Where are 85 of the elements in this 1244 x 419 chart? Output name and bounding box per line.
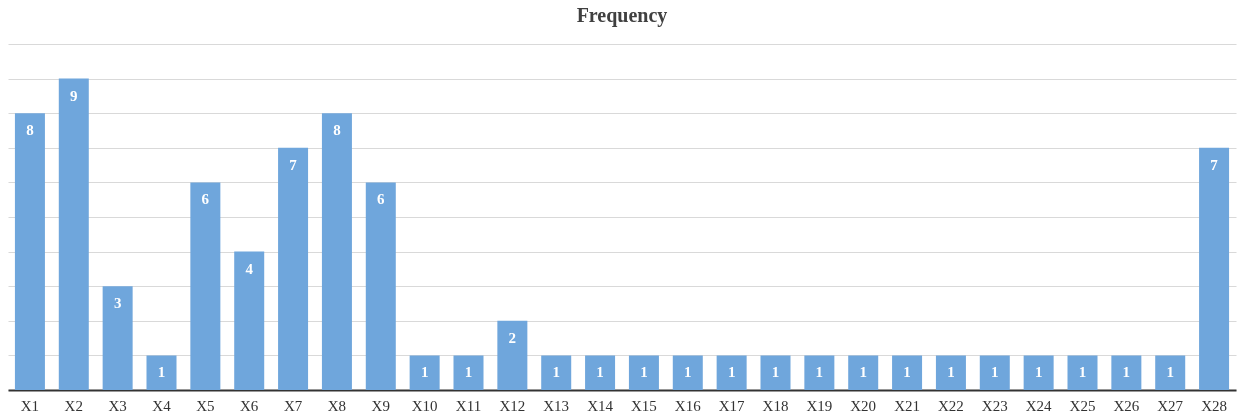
bar xyxy=(1199,147,1230,390)
data-label: 1 xyxy=(157,364,166,381)
x-tick-label: X26 xyxy=(1113,397,1140,414)
bar xyxy=(935,355,966,390)
data-label: 1 xyxy=(552,364,560,381)
x-tick-label: X13 xyxy=(543,397,570,414)
bar xyxy=(716,355,747,390)
data-label: 3 xyxy=(113,295,122,312)
bar xyxy=(1155,355,1186,390)
data-label: 1 xyxy=(947,364,955,381)
x-tick-label: X18 xyxy=(762,397,789,414)
bar xyxy=(541,355,572,390)
bar xyxy=(848,355,879,390)
data-label: 1 xyxy=(1166,364,1174,381)
x-tick-label: X8 xyxy=(327,397,347,414)
bar xyxy=(672,355,703,390)
data-label: 6 xyxy=(201,191,210,208)
x-tick-label: X24 xyxy=(1025,397,1053,414)
data-label: 1 xyxy=(815,364,824,381)
x-tick-label: X11 xyxy=(455,397,482,414)
bar xyxy=(892,355,923,390)
x-tick-label: X5 xyxy=(196,397,215,414)
bar xyxy=(585,355,616,390)
x-tick-label: X27 xyxy=(1157,397,1184,414)
x-tick-label: X16 xyxy=(674,397,702,414)
data-label: 9 xyxy=(70,87,78,104)
x-tick-label: X9 xyxy=(371,397,390,414)
bar xyxy=(321,113,352,390)
bar xyxy=(14,113,45,390)
x-tick-label: X19 xyxy=(806,397,833,414)
data-label: 8 xyxy=(26,122,34,139)
bar xyxy=(146,355,177,390)
bar xyxy=(190,182,221,390)
data-label: 2 xyxy=(508,329,517,346)
data-label: 1 xyxy=(1078,364,1087,381)
data-label: 6 xyxy=(377,191,386,208)
data-label: 1 xyxy=(684,364,692,381)
x-tick-label: X20 xyxy=(850,397,877,414)
x-tick-label: X17 xyxy=(718,397,746,414)
x-tick-label: X25 xyxy=(1069,397,1096,414)
x-tick-label: X10 xyxy=(411,397,438,414)
x-tick-label: X28 xyxy=(1201,397,1227,414)
bar xyxy=(760,355,791,390)
bar xyxy=(453,355,484,390)
bar xyxy=(1067,355,1098,390)
x-tick-label: X7 xyxy=(283,397,303,414)
x-tick-label: X2 xyxy=(64,397,83,414)
bar xyxy=(102,286,133,390)
x-tick-label: X15 xyxy=(631,397,657,414)
x-tick-label: X4 xyxy=(152,397,172,414)
data-label: 1 xyxy=(727,364,736,381)
x-tick-label: X14 xyxy=(587,397,614,414)
x-tick-label: X12 xyxy=(499,397,526,414)
data-label: 7 xyxy=(1210,156,1219,173)
data-label: 1 xyxy=(464,364,473,381)
data-label: 1 xyxy=(1034,364,1043,381)
data-label: 8 xyxy=(333,122,341,139)
bar xyxy=(278,147,309,390)
bar xyxy=(1023,355,1054,390)
x-tick-label: X22 xyxy=(938,397,964,414)
data-label: 1 xyxy=(903,364,911,381)
data-label: 1 xyxy=(596,364,604,381)
x-tick-label: X23 xyxy=(981,397,1008,414)
x-tick-label: X3 xyxy=(108,397,127,414)
data-label: 1 xyxy=(1122,364,1131,381)
data-label: 1 xyxy=(991,364,999,381)
data-label: 4 xyxy=(245,260,254,277)
x-tick-label: X21 xyxy=(894,397,920,414)
data-label: 7 xyxy=(289,156,298,173)
data-label: 1 xyxy=(640,364,648,381)
bar xyxy=(979,355,1010,390)
bar xyxy=(628,355,659,390)
data-label: 1 xyxy=(420,364,429,381)
bar xyxy=(234,251,265,390)
x-tick-label: X1 xyxy=(20,397,40,414)
data-label: 1 xyxy=(859,364,867,381)
bar xyxy=(1111,355,1142,390)
chart-title: Frequency xyxy=(576,4,668,27)
bar xyxy=(409,355,440,390)
bar xyxy=(58,78,89,390)
bar xyxy=(497,320,528,390)
x-tick-label: X6 xyxy=(240,397,259,414)
bar xyxy=(365,182,396,390)
bar xyxy=(804,355,835,390)
data-label: 1 xyxy=(771,364,780,381)
